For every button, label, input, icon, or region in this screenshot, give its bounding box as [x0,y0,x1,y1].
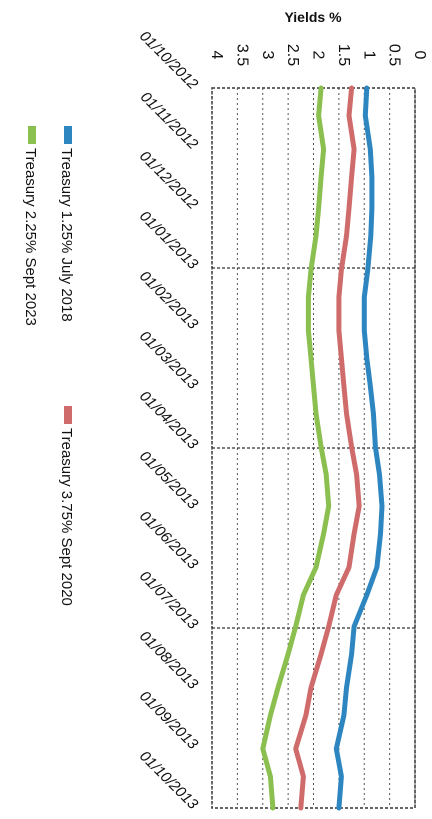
y-tick-label: 3.5 [233,44,250,66]
y-tick-label: 0.5 [386,44,403,66]
x-tick-label: 01/03/2013 [136,328,202,394]
x-tick-label: 01/11/2012 [137,89,202,154]
y-tick-label: 2.5 [284,44,301,66]
x-tick-label: 01/07/2013 [136,568,202,634]
legend-label-3: Treasury 2.25% Sept 2023 [22,148,39,326]
series-line-3 [260,85,332,811]
x-tick-label: 01/06/2013 [136,508,202,574]
series-line-2 [293,85,362,811]
x-tick-label: 01/09/2013 [136,688,202,754]
legend-swatch-2 [64,406,72,424]
x-tick-label: 01/12/2012 [136,148,202,214]
x-tick-label: 01/01/2013 [136,208,202,274]
legend-label-1: Treasury 1.25% July 2018 [58,148,75,322]
legend-swatch-3 [28,126,36,144]
y-axis-title: Yields % [284,9,342,25]
y-tick-label: 3 [259,51,276,60]
y-tick-label: 2 [310,51,327,60]
y-tick-label: 1 [360,51,377,60]
y-tick-label: 0 [411,51,428,60]
x-tick-label: 01/05/2013 [136,448,202,514]
series-line-1 [333,85,385,811]
y-tick-label: 4 [208,51,225,60]
x-tick-label: 01/04/2013 [136,388,202,454]
x-tick-label: 01/10/2012 [136,28,202,94]
legend-swatch-1 [64,126,72,144]
legend-label-2: Treasury 3.75% Sept 2020 [58,428,75,606]
x-tick-label: 01/08/2013 [136,628,202,694]
x-tick-label: 01/10/2013 [136,748,202,814]
y-tick-label: 1.5 [335,44,352,66]
x-tick-label: 01/02/2013 [136,268,202,334]
